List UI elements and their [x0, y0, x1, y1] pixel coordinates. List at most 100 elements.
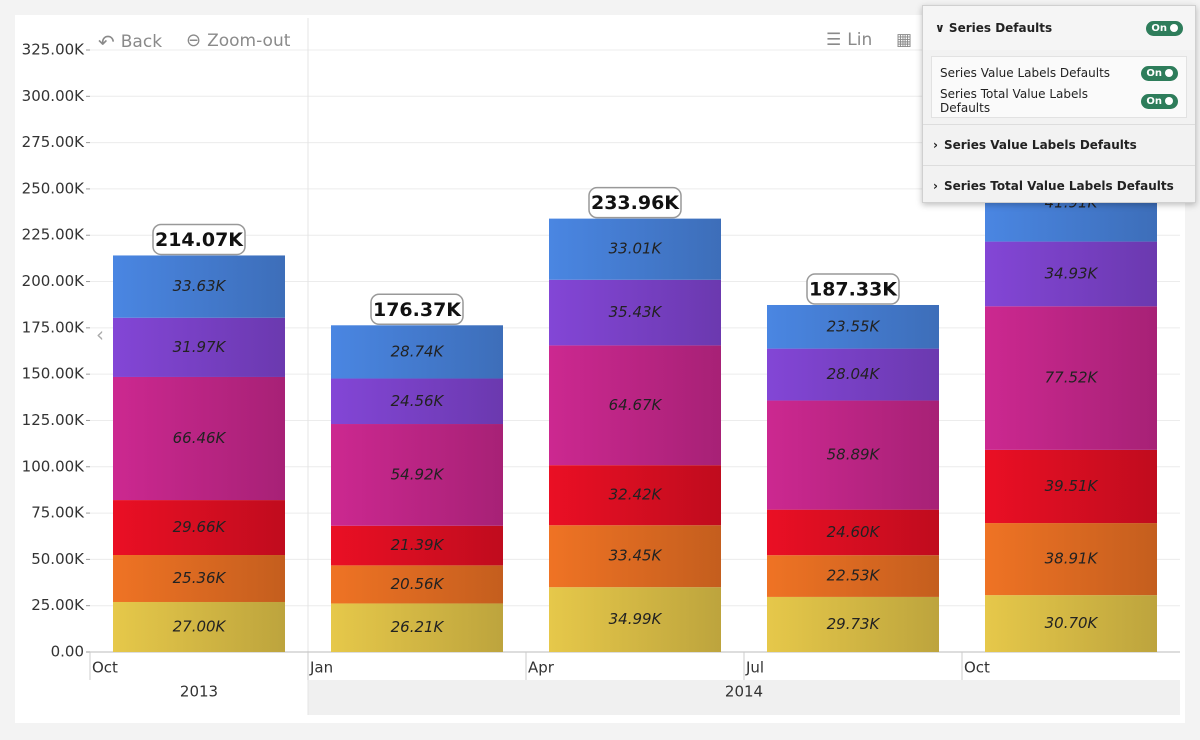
value-label: 33.45K: [609, 547, 663, 565]
value-label: 32.42K: [609, 486, 663, 504]
bar-segment: [767, 348, 939, 401]
zoom-out-button[interactable]: ⊖ Zoom-out: [186, 30, 291, 51]
value-label: 21.39K: [391, 536, 445, 554]
value-label: 66.46K: [173, 429, 227, 447]
x-tick-label: Jan: [309, 659, 333, 677]
y-tick-label: 25.00K: [31, 596, 85, 614]
year-label: 2013: [180, 683, 218, 701]
value-label: 38.91K: [1045, 550, 1099, 568]
panel-title: Series Defaults: [948, 21, 1053, 35]
bar-segment: [331, 525, 503, 566]
bar-segment: [549, 279, 721, 346]
value-label: 58.89K: [827, 446, 881, 464]
y-tick-label: 75.00K: [31, 504, 85, 522]
x-tick-label: Oct: [92, 659, 118, 677]
zoom-out-label: Zoom-out: [207, 30, 291, 51]
item-label: Series Value Labels Defaults: [940, 66, 1111, 80]
panel-section[interactable]: › Series Total Value Labels Defaults: [923, 165, 1195, 206]
bar-segment: [113, 376, 285, 501]
bar-segment: [767, 304, 939, 349]
total-label: 176.37K: [373, 299, 462, 321]
x-tick-label: Oct: [964, 659, 990, 677]
value-label: 29.73K: [827, 615, 881, 633]
value-label: 64.67K: [609, 396, 663, 414]
value-label: 22.53K: [827, 567, 881, 585]
y-tick-label: 200.00K: [22, 272, 85, 290]
toggle[interactable]: On: [1146, 20, 1183, 36]
value-label: 29.66K: [173, 518, 227, 536]
y-tick-label: 100.00K: [22, 457, 85, 475]
y-tick-label: 125.00K: [22, 411, 85, 429]
toggle[interactable]: On: [1141, 93, 1178, 109]
x-tick-label: Apr: [528, 659, 555, 677]
total-label: 233.96K: [591, 192, 680, 214]
value-label: 34.99K: [609, 610, 663, 628]
bar-segment: [113, 500, 285, 556]
total-label: 187.33K: [809, 279, 898, 301]
bar-segment: [985, 241, 1157, 307]
value-label: 28.74K: [391, 342, 445, 360]
x-tick-label: Jul: [745, 659, 764, 677]
year-label: 2014: [725, 683, 763, 701]
bar-segment: [985, 595, 1157, 652]
bar-segment: [767, 596, 939, 652]
value-label: 33.63K: [173, 277, 227, 295]
section-label: Series Total Value Labels Defaults: [943, 179, 1174, 193]
y-tick-label: 325.00K: [22, 41, 85, 59]
total-box: [588, 186, 682, 219]
bar-segment: [549, 525, 721, 588]
panel-section[interactable]: › Series Value Labels Defaults: [923, 124, 1195, 165]
y-tick-label: 175.00K: [22, 318, 85, 336]
panel-header[interactable]: ∨ Series Defaults On: [923, 6, 1195, 50]
item-label: Series Total Value Labels Defaults: [940, 87, 1088, 115]
value-label: 77.52K: [1045, 369, 1099, 387]
bar-segment: [331, 565, 503, 604]
value-label: 23.55K: [827, 317, 881, 335]
back-button[interactable]: ↶ Back: [98, 30, 163, 54]
total-box: [370, 293, 464, 326]
scale-button[interactable]: ☰ Lin: [826, 30, 873, 50]
y-tick-label: 50.00K: [31, 550, 85, 568]
bar-segment: [549, 465, 721, 526]
bar-segment: [985, 449, 1157, 524]
value-label: 26.21K: [391, 618, 445, 636]
y-tick-label: 300.00K: [22, 87, 85, 105]
value-label: 24.56K: [391, 392, 445, 410]
value-label: 33.01K: [609, 240, 663, 258]
y-tick-label: 225.00K: [22, 226, 85, 244]
value-label: 31.97K: [173, 338, 227, 356]
value-label: 34.93K: [1045, 264, 1099, 282]
value-label: 54.92K: [391, 465, 445, 483]
value-label: 28.04K: [827, 365, 881, 383]
value-label: 27.00K: [173, 617, 227, 635]
bar-segment: [331, 325, 503, 379]
section-label: Series Value Labels Defaults: [943, 138, 1137, 152]
y-tick-label: 275.00K: [22, 133, 85, 151]
bar-segment: [767, 400, 939, 510]
y-tick-label: 250.00K: [22, 179, 85, 197]
bar-segment: [113, 317, 285, 377]
back-label: Back: [120, 32, 163, 52]
y-tick-label: 0.00: [51, 643, 84, 661]
total-box: [806, 273, 900, 305]
bar-segment: [549, 218, 721, 280]
toggle[interactable]: On: [1141, 65, 1178, 81]
value-label: 24.60K: [827, 523, 881, 541]
calendar-button[interactable]: ▦: [896, 30, 913, 50]
value-label: 30.70K: [1045, 614, 1099, 632]
y-tick-label: 150.00K: [22, 365, 85, 383]
bar-segment: [985, 523, 1157, 596]
bar-segment: [331, 603, 503, 652]
total-label: 214.07K: [155, 229, 244, 251]
bar-segment: [767, 555, 939, 597]
value-label: 39.51K: [1045, 477, 1099, 495]
value-label: 25.36K: [173, 569, 227, 587]
bar-segment: [767, 509, 939, 556]
bar-segment: [331, 378, 503, 425]
bar-segment: [549, 345, 721, 466]
bar-segment: [549, 587, 721, 652]
year-band: [308, 680, 1180, 715]
total-box: [152, 223, 246, 256]
